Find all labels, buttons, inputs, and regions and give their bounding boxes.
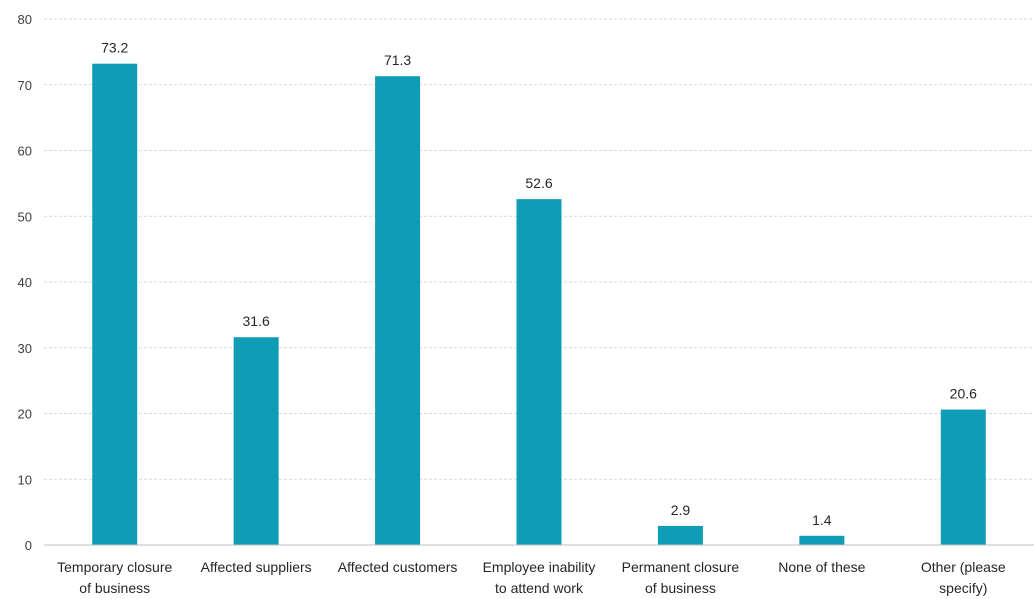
category-label: Affected suppliers (201, 559, 312, 575)
x-axis-category-labels: Temporary closure of business Affected sup… (57, 559, 1006, 596)
category-label: Other (please specify) (921, 559, 1006, 596)
data-label: 71.3 (384, 52, 411, 68)
bar (799, 535, 845, 545)
data-label: 52.6 (525, 175, 552, 191)
bar (516, 199, 562, 545)
y-tick-label: 30 (18, 341, 32, 356)
data-label: 73.2 (101, 40, 128, 56)
category-label: Temporary closure of business (57, 559, 172, 596)
y-tick-label: 70 (18, 78, 32, 93)
y-tick-label: 40 (18, 275, 32, 290)
y-tick-label: 60 (18, 144, 32, 159)
data-label: 1.4 (812, 512, 832, 528)
y-tick-label: 80 (18, 12, 32, 27)
y-tick-label: 50 (18, 209, 32, 224)
bar (657, 525, 703, 545)
data-label: 20.6 (950, 386, 977, 402)
data-labels: 73.2 31.6 71.3 52.6 2.9 1.4 20.6 (101, 40, 977, 528)
y-axis-tick-labels: 0 10 20 30 40 50 60 70 80 (18, 12, 32, 553)
bars (92, 63, 986, 546)
y-tick-label: 20 (18, 407, 32, 422)
category-label: None of these (778, 559, 865, 575)
bar (92, 63, 138, 546)
category-label: Employee inability to attend work (483, 559, 596, 596)
bar (940, 409, 986, 545)
data-label: 31.6 (243, 313, 270, 329)
category-label: Permanent closure of business (622, 559, 740, 596)
y-tick-label: 10 (18, 472, 32, 487)
bar (375, 76, 421, 545)
bar (233, 337, 279, 545)
y-tick-label: 0 (25, 538, 32, 553)
data-label: 2.9 (671, 502, 691, 518)
category-label: Affected customers (338, 559, 458, 575)
